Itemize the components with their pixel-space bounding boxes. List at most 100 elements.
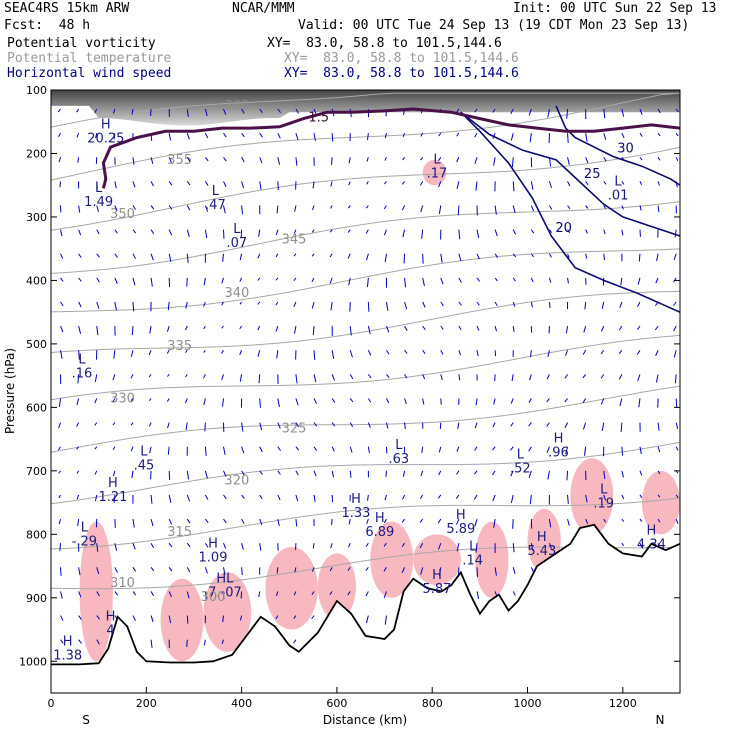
wind-vector (168, 615, 172, 624)
wind-vector (167, 374, 170, 377)
wind-vector (458, 325, 462, 331)
wind-vector (473, 470, 478, 475)
pv-shade-region (475, 521, 509, 598)
wind-vector (130, 374, 134, 379)
wind-vector (76, 422, 80, 427)
wind-vector (186, 567, 191, 573)
valid-time: Valid: 00 UTC Tue 24 Sep 13 (19 CDT Mon … (298, 18, 690, 33)
wind-vector (277, 422, 281, 429)
wind-vector (112, 446, 116, 450)
wind-vector (621, 132, 625, 139)
wind-vector (223, 518, 227, 524)
extremum-type: H (456, 508, 466, 523)
wind-vector (493, 398, 496, 405)
wind-vector (530, 301, 533, 308)
wind-vector (295, 446, 300, 451)
wind-vector (402, 132, 406, 138)
theta-contour-label: 330 (110, 391, 135, 406)
wind-vector (331, 350, 335, 359)
wind-vector (76, 446, 80, 450)
wind-vector (331, 157, 333, 165)
wind-vector (132, 277, 136, 286)
wind-vector (528, 108, 532, 116)
wind-vector (186, 133, 190, 140)
wind-vector (113, 133, 116, 140)
wind-vector (384, 133, 387, 139)
wind-vector (114, 301, 117, 311)
wind-vector (512, 301, 516, 307)
wind-vector (330, 205, 333, 209)
wind-vector (76, 470, 80, 474)
y-tick-label: 900 (26, 592, 47, 605)
extremum-value: .52 (510, 461, 531, 476)
wind-vector (277, 446, 281, 451)
wind-vector (603, 494, 607, 501)
wind-vector (437, 494, 442, 499)
wind-vector (603, 133, 607, 140)
wind-vector (96, 615, 100, 620)
wind-vector (185, 398, 188, 404)
wind-vector (186, 542, 191, 548)
endpoint-south: S (82, 713, 90, 727)
wind-vector (511, 374, 514, 382)
wind-vector (365, 567, 369, 571)
wind-vector (458, 350, 462, 356)
wind-vector (476, 591, 480, 599)
wind-vector (132, 301, 135, 312)
extremum-type: H (208, 536, 218, 551)
wind-vector (567, 157, 570, 165)
wind-vector (365, 591, 369, 597)
wind-vector (150, 542, 155, 549)
wind-vector (639, 108, 643, 115)
wind-vector (365, 615, 369, 624)
wind-vector (438, 205, 442, 214)
extremum-value: .19 (593, 496, 614, 511)
wind-vector (620, 422, 623, 432)
wind-vector (148, 398, 152, 402)
wind-vector (675, 398, 678, 408)
wind-vector (367, 350, 372, 356)
wind-vector (367, 446, 370, 454)
wind-vector (440, 277, 444, 285)
extremum-type: H (432, 568, 442, 583)
wind-vector (112, 398, 116, 403)
wind-vector (404, 349, 408, 354)
wind-vector (567, 518, 570, 526)
extremum-value: 1.49 (84, 195, 113, 210)
wind-vector (673, 253, 677, 261)
wind-vector (492, 470, 496, 476)
wind-vector (529, 374, 532, 381)
wind-vector (58, 494, 61, 499)
wind-vector (637, 374, 641, 382)
wind-vector (618, 325, 623, 331)
wind-vector (511, 157, 514, 167)
endpoint-north: N (656, 713, 665, 727)
extremum-type: H (101, 117, 111, 132)
wind-vector (114, 543, 118, 551)
wind-vector (78, 301, 82, 308)
extremum-type: H (106, 609, 116, 624)
wind-vector (366, 181, 369, 185)
wind-vector (58, 422, 62, 429)
wind-vector (348, 181, 351, 186)
wind-vector (77, 374, 80, 384)
wind-vector (168, 205, 173, 210)
wind-vector (512, 326, 515, 332)
wind-vector (275, 301, 279, 306)
wind-vector (221, 349, 224, 354)
wind-vector (583, 325, 587, 333)
x-tick-label: 1000 (514, 697, 542, 710)
wind-vector (78, 350, 80, 360)
wind-vector (421, 446, 424, 453)
y-tick-label: 200 (26, 147, 47, 160)
extremum-value: -.29 (72, 534, 97, 549)
wind-vector (456, 446, 460, 452)
wind-vector (275, 253, 279, 258)
wind-vector (294, 205, 297, 212)
wind-vector (114, 253, 118, 258)
wind-vector (150, 615, 154, 623)
wind-vector (275, 591, 279, 597)
wind-vector (241, 543, 244, 550)
wind-vector (203, 301, 206, 307)
wind-vector (331, 422, 336, 427)
